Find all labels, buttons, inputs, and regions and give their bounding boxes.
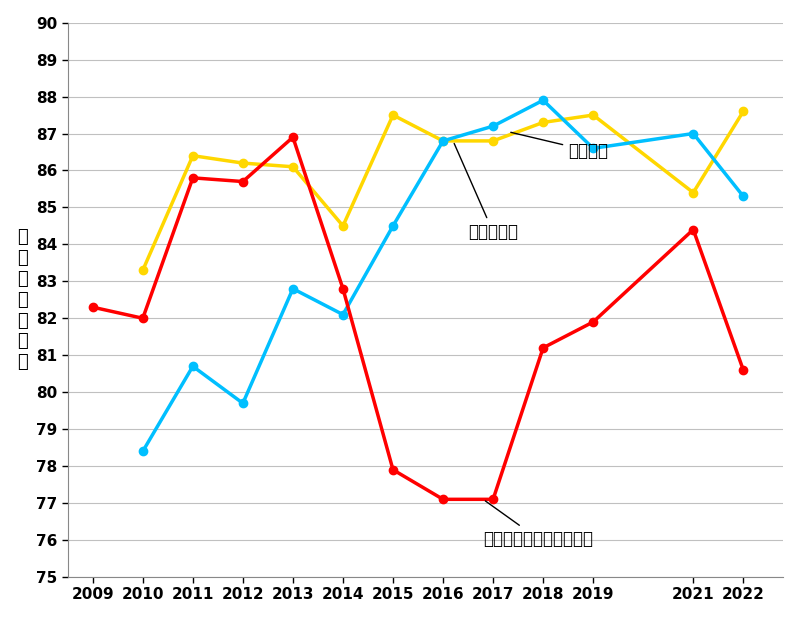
Y-axis label: 顧
客
満
足
度
指
数: 顧 客 満 足 度 指 数 — [17, 228, 27, 371]
Text: 劇団四季: 劇団四季 — [510, 132, 608, 160]
Text: 宝塚歌劇団: 宝塚歌劇団 — [454, 144, 518, 241]
Text: 東京ディズニーリゾート: 東京ディズニーリゾート — [483, 501, 593, 548]
